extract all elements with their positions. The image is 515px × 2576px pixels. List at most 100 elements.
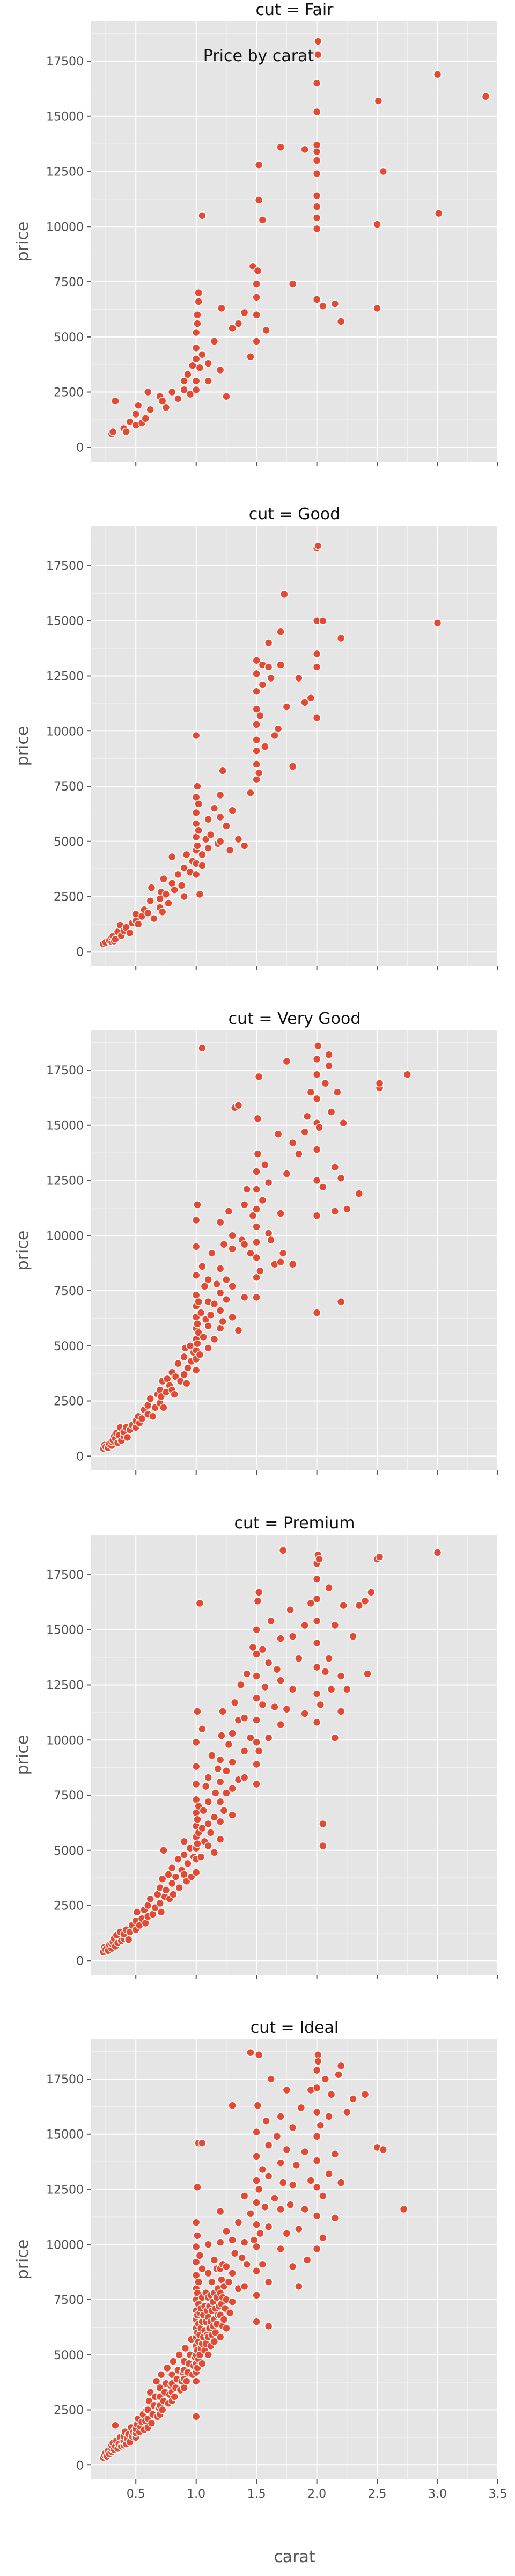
data-point <box>204 1773 212 1782</box>
data-point <box>193 310 202 319</box>
data-point <box>210 337 219 346</box>
data-point <box>228 1758 237 1767</box>
data-point <box>210 2256 219 2264</box>
data-point <box>180 377 188 385</box>
data-point <box>216 1264 225 1273</box>
data-point <box>194 2278 203 2286</box>
data-point <box>192 870 201 879</box>
data-point <box>204 844 212 852</box>
data-point <box>143 387 152 397</box>
data-point <box>267 674 275 683</box>
data-point <box>321 2075 330 2083</box>
data-point <box>216 2207 225 2216</box>
data-point <box>306 1599 315 1608</box>
data-point <box>252 1205 261 1213</box>
data-point <box>303 2256 312 2264</box>
data-point <box>228 806 237 815</box>
data-point <box>314 1042 322 1050</box>
data-point <box>246 1249 255 1257</box>
data-point <box>240 1773 249 1782</box>
data-point <box>204 815 212 824</box>
data-point <box>252 1672 261 1680</box>
data-point <box>174 870 182 879</box>
data-point <box>180 1370 188 1379</box>
data-point <box>222 1789 231 1797</box>
data-point <box>319 616 327 625</box>
data-point <box>319 2192 327 2200</box>
data-point <box>252 1650 261 1658</box>
y-tick-label: 7500 <box>54 1285 84 1298</box>
data-point <box>216 1817 225 1826</box>
data-point <box>204 1819 212 1828</box>
data-point <box>373 304 381 313</box>
y-axis-label: price <box>13 726 32 766</box>
data-point <box>276 1209 285 1218</box>
data-point <box>186 390 195 399</box>
data-point <box>192 385 201 394</box>
data-point <box>312 1176 321 1185</box>
data-point <box>300 698 309 707</box>
data-point <box>355 1601 364 1610</box>
data-point <box>264 639 273 647</box>
data-point <box>252 293 261 302</box>
data-point <box>198 2139 207 2147</box>
data-point <box>192 1738 201 1747</box>
data-point <box>254 769 263 778</box>
data-point <box>175 1883 183 1892</box>
data-point <box>124 1935 133 1944</box>
data-point <box>252 760 261 769</box>
data-point <box>194 297 203 306</box>
data-point <box>256 2229 264 2238</box>
data-point <box>252 280 261 288</box>
data-point <box>312 1070 321 1079</box>
data-point <box>292 2161 301 2170</box>
data-point <box>312 2083 321 2092</box>
y-tick-label: 0 <box>76 2459 84 2472</box>
data-point <box>216 2238 225 2246</box>
data-point <box>252 747 261 755</box>
data-point <box>218 766 227 775</box>
data-point <box>330 299 340 308</box>
data-point <box>282 702 291 711</box>
data-point <box>262 326 270 335</box>
data-point <box>312 649 321 658</box>
data-point <box>228 2101 237 2110</box>
data-point <box>253 266 262 275</box>
data-point <box>240 308 249 317</box>
data-point <box>254 2185 263 2194</box>
data-point <box>374 97 383 105</box>
data-point <box>258 2260 267 2268</box>
data-point <box>379 2145 388 2154</box>
data-point <box>252 1185 261 1194</box>
data-point <box>288 2262 297 2271</box>
data-point <box>314 2057 322 2066</box>
data-point <box>192 1271 201 1279</box>
data-point <box>312 1145 321 1154</box>
data-point <box>312 141 321 149</box>
data-point <box>216 1755 225 1764</box>
y-tick-label: 0 <box>76 441 84 455</box>
data-point <box>240 1240 249 1249</box>
data-point <box>276 2112 285 2121</box>
data-point <box>216 365 225 375</box>
data-point <box>192 2258 201 2266</box>
data-point <box>276 1676 285 1685</box>
data-point <box>158 397 167 405</box>
data-point <box>192 1780 201 1789</box>
data-point <box>133 1908 142 1916</box>
data-point <box>312 169 321 178</box>
data-point <box>264 2141 273 2150</box>
data-point <box>170 2392 179 2401</box>
data-point <box>330 1207 340 1216</box>
data-point <box>312 191 321 200</box>
data-point <box>312 107 321 116</box>
data-point <box>219 1806 229 1815</box>
data-point <box>288 2123 297 2132</box>
data-point <box>252 1694 261 1702</box>
data-point <box>208 1751 216 1760</box>
data-point <box>274 724 283 733</box>
data-point <box>312 2244 321 2253</box>
data-point <box>295 2224 303 2234</box>
data-point <box>222 1295 231 1304</box>
data-point <box>399 2205 408 2214</box>
